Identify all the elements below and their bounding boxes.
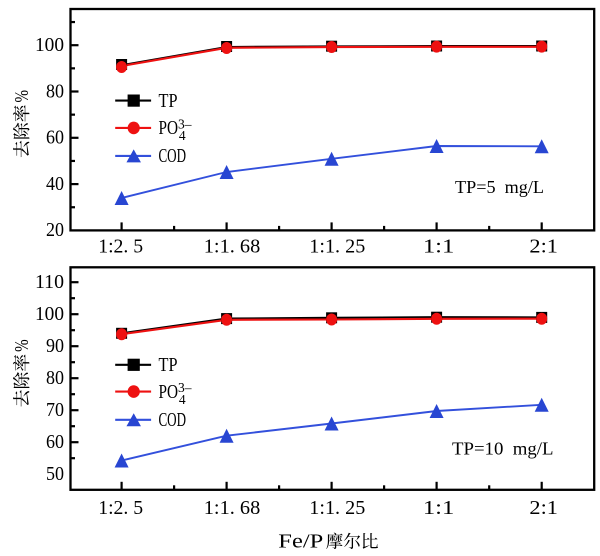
- svg-text:Fe/P: Fe/P: [278, 531, 323, 553]
- svg-text:1:1. 25: 1:1. 25: [309, 497, 365, 519]
- svg-text:2:1: 2:1: [529, 497, 558, 519]
- svg-text:PO3–4: PO3– 4: [159, 116, 192, 143]
- svg-text:TP: TP: [159, 90, 178, 112]
- svg-text:1:1: 1:1: [423, 236, 455, 258]
- svg-text:40: 40: [46, 173, 64, 195]
- svg-text:COD: COD: [159, 409, 187, 431]
- svg-text:20: 20: [46, 219, 64, 241]
- svg-text:1:2. 5: 1:2. 5: [98, 497, 143, 519]
- svg-text:TP: TP: [159, 354, 178, 376]
- svg-text:100: 100: [35, 34, 64, 56]
- svg-text:%: %: [11, 90, 33, 103]
- svg-text:1:2. 5: 1:2. 5: [98, 236, 143, 258]
- svg-text:%: %: [11, 339, 33, 352]
- svg-text:1:1. 68: 1:1. 68: [204, 236, 261, 258]
- svg-text:PO3–4: PO3– 4: [159, 380, 192, 407]
- svg-text:80: 80: [46, 80, 64, 102]
- svg-text:60: 60: [46, 127, 64, 149]
- svg-text:70: 70: [46, 399, 64, 421]
- svg-text:TP=10 mg/L: TP=10 mg/L: [452, 438, 554, 458]
- svg-text:90: 90: [46, 335, 64, 357]
- svg-text:80: 80: [46, 367, 64, 389]
- svg-text:60: 60: [46, 431, 64, 453]
- svg-text:1:1. 68: 1:1. 68: [204, 497, 261, 519]
- svg-text:1:1. 25: 1:1. 25: [309, 236, 365, 258]
- svg-text:1:1: 1:1: [423, 497, 455, 519]
- svg-text:100: 100: [35, 303, 64, 325]
- svg-text:COD: COD: [159, 145, 187, 167]
- svg-text:50: 50: [46, 463, 64, 485]
- svg-text:TP=5 mg/L: TP=5 mg/L: [455, 177, 544, 197]
- svg-text:110: 110: [35, 271, 64, 293]
- svg-text:2:1: 2:1: [529, 236, 558, 258]
